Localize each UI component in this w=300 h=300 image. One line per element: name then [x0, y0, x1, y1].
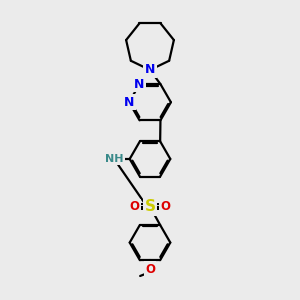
Text: O: O: [160, 200, 170, 213]
Text: O: O: [145, 262, 155, 276]
Text: O: O: [130, 200, 140, 213]
Text: N: N: [124, 96, 134, 109]
Text: S: S: [145, 199, 155, 214]
Text: NH: NH: [105, 154, 123, 164]
Text: N: N: [134, 78, 145, 91]
Text: N: N: [145, 64, 155, 76]
